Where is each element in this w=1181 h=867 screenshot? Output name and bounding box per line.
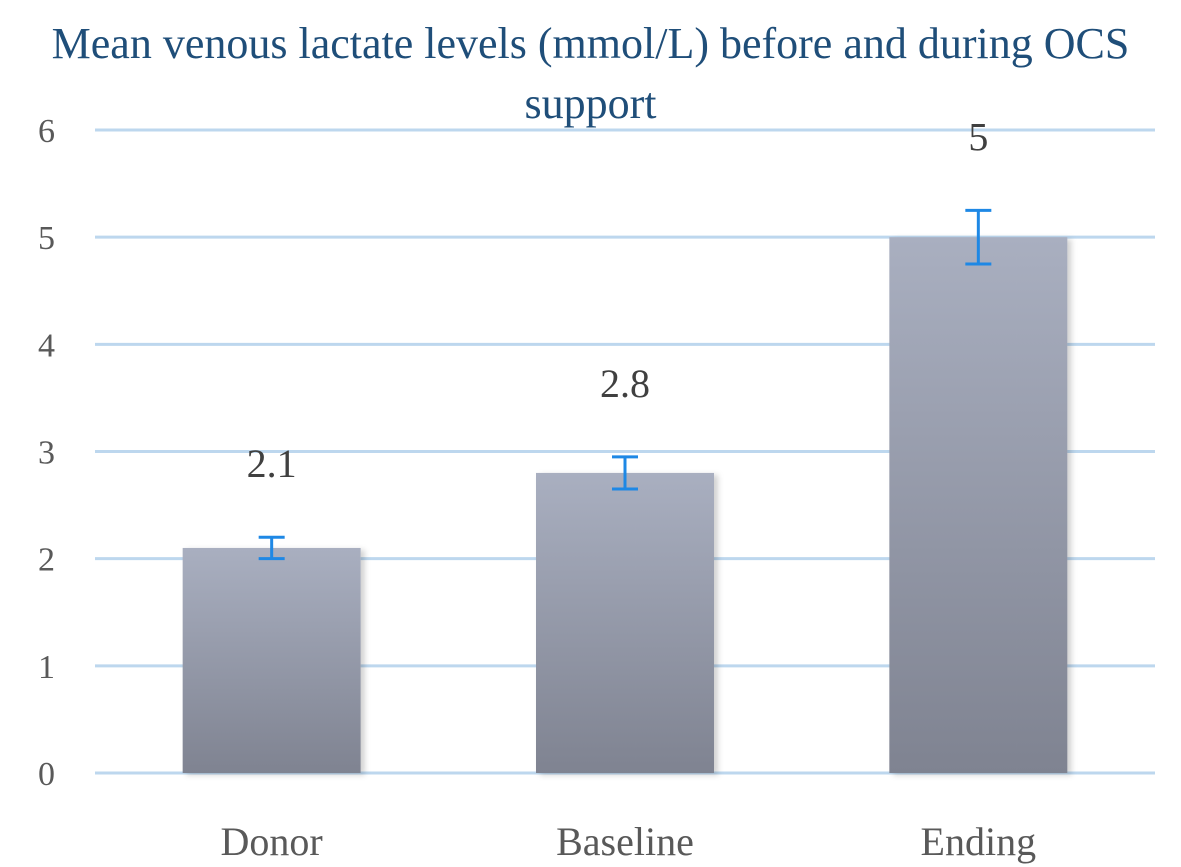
bar-ending bbox=[889, 237, 1068, 773]
data-label: 2.8 bbox=[600, 361, 650, 406]
y-tick-label: 1 bbox=[38, 649, 55, 686]
error-bar bbox=[965, 208, 992, 266]
x-category-label: Donor bbox=[221, 819, 323, 864]
data-label: 2.1 bbox=[247, 441, 297, 486]
data-label: 5 bbox=[968, 114, 988, 159]
y-tick-label: 4 bbox=[38, 327, 55, 364]
chart-title: Mean venous lactate levels (mmol/L) befo… bbox=[51, 19, 1130, 128]
error-bar bbox=[258, 535, 285, 561]
error-bar bbox=[612, 455, 638, 491]
x-category-label: Baseline bbox=[556, 819, 694, 864]
bar-donor bbox=[182, 547, 361, 773]
y-tick-label: 2 bbox=[38, 542, 55, 579]
bars bbox=[182, 208, 1068, 773]
y-tick-label: 5 bbox=[38, 220, 55, 257]
bar-baseline bbox=[536, 472, 714, 773]
y-tick-label: 0 bbox=[38, 756, 55, 793]
x-category-label: Ending bbox=[921, 819, 1037, 864]
labels: 0 1 2 3 4 5 6 2.1 Donor 2.8 Baseline 5 Ending bbox=[38, 113, 1036, 864]
y-tick-label: 6 bbox=[38, 113, 55, 150]
y-tick-label: 3 bbox=[38, 435, 55, 472]
